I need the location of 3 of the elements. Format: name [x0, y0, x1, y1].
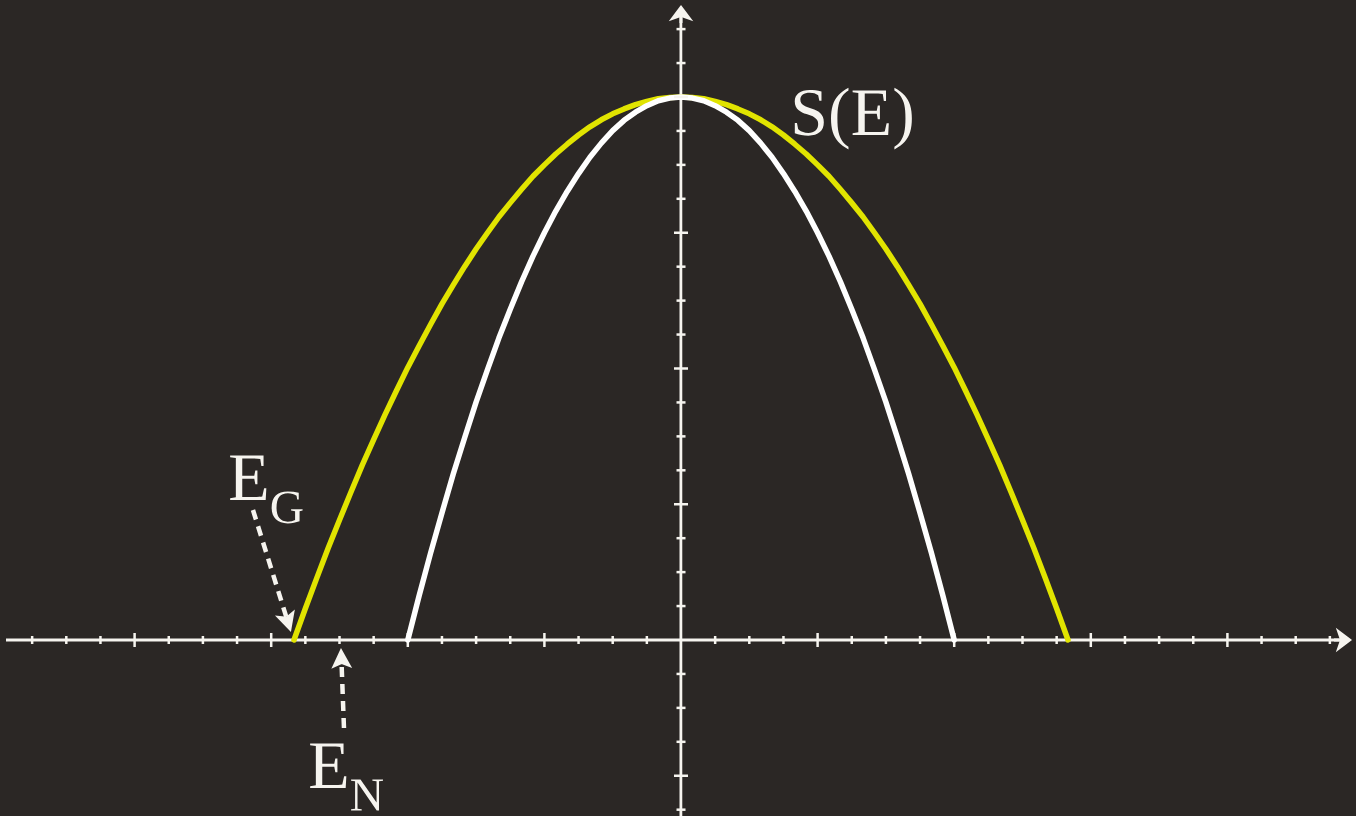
annotation: E$_{G}$ — [230, 455, 303, 524]
series-label: S(E) — [794, 87, 912, 150]
text: E$_{N}$ — [310, 743, 383, 811]
